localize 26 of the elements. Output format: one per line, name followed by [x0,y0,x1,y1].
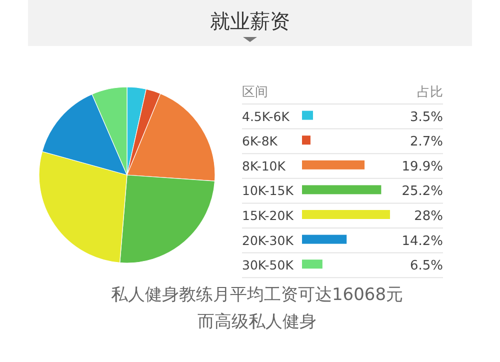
bar [302,110,313,120]
chart-title: 就业薪资 [210,9,290,33]
data-label: 14.2% [402,234,443,249]
data-label: 2.7% [410,134,443,150]
bar [302,136,310,145]
data-label: 19.9% [402,159,443,174]
bar [302,210,390,219]
data-label: 3.5% [410,110,443,125]
y-tick-label: 15K-20K [242,208,294,223]
bar [302,160,365,170]
y-tick-label: 6K-8K [242,134,278,149]
text: 私人健身教练月平均工资可达16068元 [110,285,404,305]
bar [302,185,382,194]
data-label: 6.5% [410,258,443,274]
y-tick-label: 10K-15K [242,183,294,198]
x-axis-title: 占比 [417,85,443,100]
y-tick-label: 30K-50K [242,258,294,273]
bar [302,234,347,244]
y-tick-label: 20K-30K [242,232,294,248]
data-label: 25.2% [402,184,443,200]
data-label: 28% [414,209,443,224]
bar [302,260,322,269]
y-tick-label: 4.5K-6K [242,108,290,124]
y-tick-label: 8K-10K [242,158,286,174]
text: 而高级私人健身 [198,312,316,332]
y-axis-title: 区间 [242,85,268,100]
